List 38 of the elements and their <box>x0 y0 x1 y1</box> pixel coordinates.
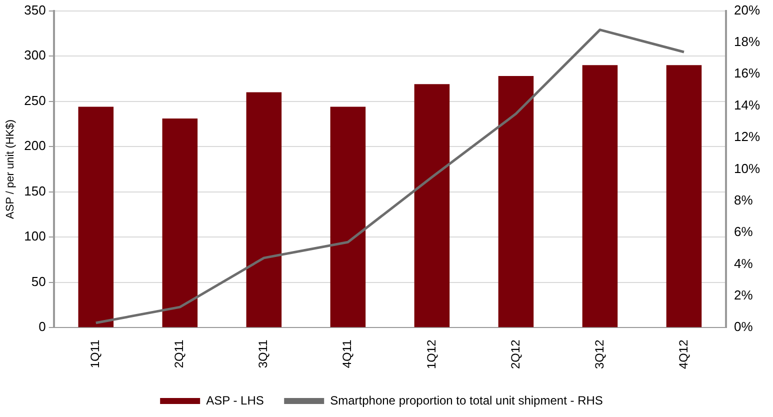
y-tick-label: 250 <box>24 92 46 108</box>
y-tick-label: 350 <box>24 2 46 18</box>
x-tick-label: 4Q11 <box>340 339 354 368</box>
bar <box>330 106 366 328</box>
bar <box>162 118 198 328</box>
y2-tick-label: 16% <box>734 66 760 81</box>
y2-tick-label: 14% <box>734 97 760 112</box>
y-tick-label: 150 <box>24 183 46 198</box>
y2-tick-label: 4% <box>734 256 754 271</box>
y2-tick-label: 18% <box>734 34 760 50</box>
legend-label: Smartphone proportion to total unit shipment - RHS <box>330 393 603 408</box>
y2-tick-label: 0% <box>734 319 754 334</box>
y2-tick-label: 6% <box>734 224 754 240</box>
y-tick-label: 300 <box>24 48 46 63</box>
x-tick-label: 3Q12 <box>592 339 606 370</box>
y-tick-label: 0 <box>38 319 46 334</box>
x-tick-label: 3Q11 <box>256 339 270 368</box>
y-tick-label: 100 <box>24 228 46 244</box>
bar <box>78 106 114 328</box>
bar <box>246 92 282 328</box>
bar <box>414 84 450 328</box>
x-tick-label: 1Q12 <box>424 339 438 370</box>
bar <box>666 65 702 328</box>
y-tick-label: 200 <box>24 138 46 154</box>
legend-label: ASP - LHS <box>206 393 264 408</box>
x-tick-label: 1Q11 <box>88 339 102 368</box>
bar <box>498 76 534 328</box>
y2-tick-label: 10% <box>734 160 760 176</box>
y-tick-label: 50 <box>31 274 46 289</box>
y2-tick-label: 2% <box>734 288 754 303</box>
y2-tick-label: 20% <box>734 2 760 18</box>
x-tick-label: 2Q12 <box>508 339 522 370</box>
x-tick-label: 4Q12 <box>676 339 690 370</box>
y2-tick-label: 8% <box>734 192 754 208</box>
y2-tick-label: 12% <box>734 129 760 144</box>
bar <box>582 65 618 328</box>
x-tick-label: 2Q11 <box>172 339 186 368</box>
y-axis-title: ASP / per unit (HK$) <box>4 119 17 219</box>
